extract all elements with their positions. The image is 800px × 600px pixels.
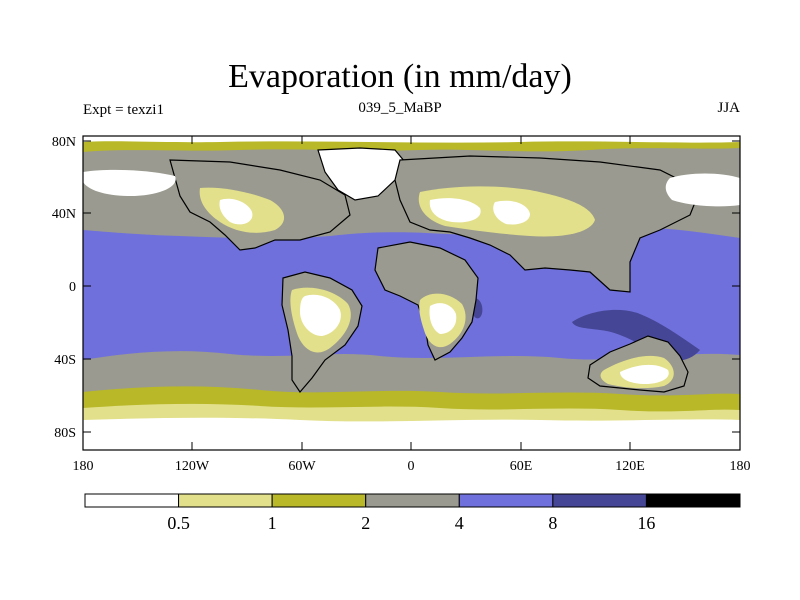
lon-tick-label: 0 [408,459,415,474]
lon-axis [82,136,741,450]
colorbar-level-label: 1 [268,513,277,533]
colorbar-level-label: 4 [455,513,464,533]
lat-tick-label: 40N [52,207,76,222]
africa-dry-region [429,303,457,334]
colorbar-swatch [178,493,273,508]
lon-tick-label: 60E [510,459,533,474]
na-dry-region [219,198,253,225]
colorbar-level-label: 2 [361,513,370,533]
lon-tick-label: 180 [730,459,751,474]
colorbar-level-label: 0.5 [167,513,190,533]
lat-tick-label: 80S [54,426,76,441]
colorbar-level-label: 16 [637,513,655,533]
antarctic-white [83,417,740,450]
eurasia-dry-west [429,198,481,223]
colorbar-swatch [645,493,741,508]
map-title: Evaporation (in mm/day) [228,58,572,95]
lon-tick-label: 120W [175,459,210,474]
lat-axis [83,140,740,433]
colorbar-swatch [271,493,367,508]
greenland [317,147,406,201]
lat-tick-label: 0 [69,280,76,295]
period-label: 039_5_MaBP [358,100,442,116]
lat-tick-label: 80N [52,135,76,150]
arctic-dry-east [665,173,740,207]
season-label: JJA [717,100,740,116]
lon-tick-label: 180 [73,459,94,474]
eurasia-dry-central [493,200,530,225]
colorbar-swatch [552,493,647,508]
colorbar-labels: 0.5 1 2 4 8 16 [167,513,655,533]
colorbar [84,493,741,508]
lon-tick-label: 120E [615,459,645,474]
lat-tick-label: 40S [54,353,76,368]
experiment-label: Expt = texzi1 [83,102,164,118]
lon-tick-label: 60W [288,459,316,474]
colorbar-swatch [458,493,554,508]
arctic-dry-west [83,169,176,196]
australia-dry-region [620,364,669,384]
sa-dry-region [300,294,341,336]
map-field [83,136,740,450]
colorbar-swatch [84,493,180,508]
colorbar-swatch [365,493,460,508]
colorbar-level-label: 8 [548,513,557,533]
